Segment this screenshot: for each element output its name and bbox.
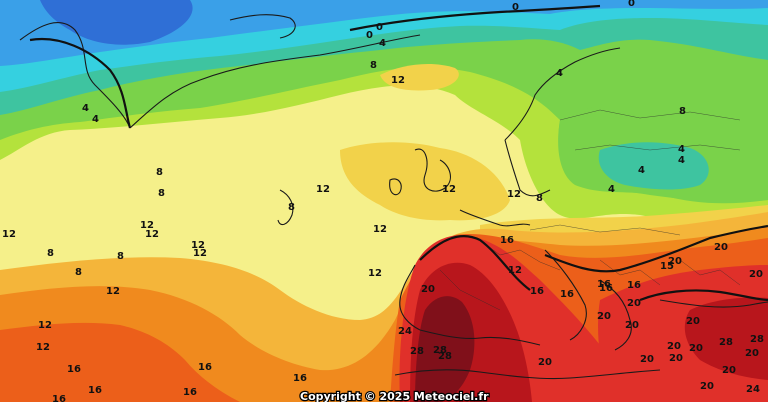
isotherm-label: 12 <box>442 184 456 195</box>
isotherm-label: 12 <box>373 224 387 235</box>
band-teal-russia <box>598 142 709 190</box>
isotherm-label: 0 <box>366 30 373 41</box>
isotherm-label: 12 <box>36 342 50 353</box>
isotherm-label: 20 <box>745 348 759 359</box>
isotherm-20 <box>29 4 768 302</box>
isotherm-label: 16 <box>627 280 641 291</box>
coastlines <box>19 14 768 380</box>
isotherm-label: 12 <box>2 229 16 240</box>
copyright-notice: Copyright © 2025 Meteociel.fr <box>300 390 489 402</box>
isotherm-label: 8 <box>156 167 163 178</box>
isotherm-label: 16 <box>560 289 574 300</box>
isotherm-label: 16 <box>597 279 611 290</box>
isotherm-label: 16 <box>67 364 81 375</box>
isotherm-label: 20 <box>625 320 639 331</box>
isotherm-label: 20 <box>714 242 728 253</box>
band-dark-red-east <box>684 297 768 380</box>
isotherm-label: 16 <box>530 286 544 297</box>
isotherm-label: 8 <box>679 106 686 117</box>
isotherm-label: 0 <box>628 0 635 9</box>
isotherm-label: 20 <box>749 269 763 280</box>
band-gold-europe <box>340 142 510 221</box>
isotherm-label: 12 <box>316 184 330 195</box>
isotherm-label: 8 <box>158 188 165 199</box>
isotherm-label: 8 <box>75 267 82 278</box>
isotherm-label: 16 <box>88 385 102 396</box>
isotherm-label: 12 <box>140 220 154 231</box>
isotherm-label: 16 <box>198 362 212 373</box>
band-deep-blue <box>40 0 193 45</box>
isotherm-label: 20 <box>597 311 611 322</box>
isotherm-label: 16 <box>293 373 307 384</box>
isotherm-label: 4 <box>556 68 563 79</box>
isotherm-label: 16 <box>599 283 613 294</box>
isotherm-label: 4 <box>678 155 685 166</box>
band-dark-orange <box>0 322 240 402</box>
isotherm-label: 4 <box>92 114 99 125</box>
band-gold-north <box>380 64 459 91</box>
isotherm-label: 12 <box>507 189 521 200</box>
isotherm-label: 8 <box>288 202 295 213</box>
isotherm-label: 20 <box>421 284 435 295</box>
isotherm-label: 12 <box>145 229 159 240</box>
isotherm-label: 12 <box>391 75 405 86</box>
band-blue <box>0 0 768 66</box>
isotherm-label: 28 <box>750 334 764 345</box>
isotherm-label: 4 <box>678 144 685 155</box>
isotherm-label: 12 <box>508 265 522 276</box>
isotherm-label: 20 <box>667 341 681 352</box>
isotherm-label: 12 <box>193 248 207 259</box>
isotherm-label: 8 <box>47 248 54 259</box>
isotherm-label: 16 <box>500 235 514 246</box>
isotherm-label: 20 <box>627 298 641 309</box>
isotherm-label: 4 <box>608 184 615 195</box>
isotherm-label: 28 <box>410 346 424 357</box>
isotherm-label: 8 <box>536 193 543 204</box>
isotherm-label: 16 <box>183 387 197 398</box>
isotherm-label: 20 <box>700 381 714 392</box>
isotherm-label: 4 <box>638 165 645 176</box>
isotherm-label: 0 <box>376 22 383 33</box>
isotherm-label: 24 <box>398 326 412 337</box>
isotherm-label: 20 <box>640 354 654 365</box>
isotherm-label: 20 <box>722 365 736 376</box>
isotherm-label: 15 <box>660 261 674 272</box>
isotherm-label: 12 <box>368 268 382 279</box>
borders <box>439 109 741 311</box>
isotherm-label: 28 <box>719 337 733 348</box>
band-maroon <box>415 296 475 402</box>
isotherm-label: 8 <box>370 60 377 71</box>
isotherm-label: 20 <box>668 256 682 267</box>
isotherm-label: 4 <box>379 38 386 49</box>
isotherm-label: 28 <box>438 351 452 362</box>
isotherm-label: 20 <box>689 343 703 354</box>
isotherm-label: 12 <box>106 286 120 297</box>
isotherm-label: 20 <box>669 353 683 364</box>
isotherm-label: 12 <box>38 320 52 331</box>
isotherm-label: 20 <box>686 316 700 327</box>
isotherm-label: 12 <box>191 240 205 251</box>
isotherm-label: 16 <box>52 394 66 402</box>
isotherm-label: 28 <box>433 345 447 356</box>
isotherm-label: 20 <box>538 357 552 368</box>
isotherm-label: 0 <box>512 2 519 13</box>
band-deep-blue-ne <box>600 0 768 7</box>
isotherm-label: 24 <box>746 384 760 395</box>
isotherm-label: 4 <box>82 103 89 114</box>
isotherm-label: 8 <box>117 251 124 262</box>
